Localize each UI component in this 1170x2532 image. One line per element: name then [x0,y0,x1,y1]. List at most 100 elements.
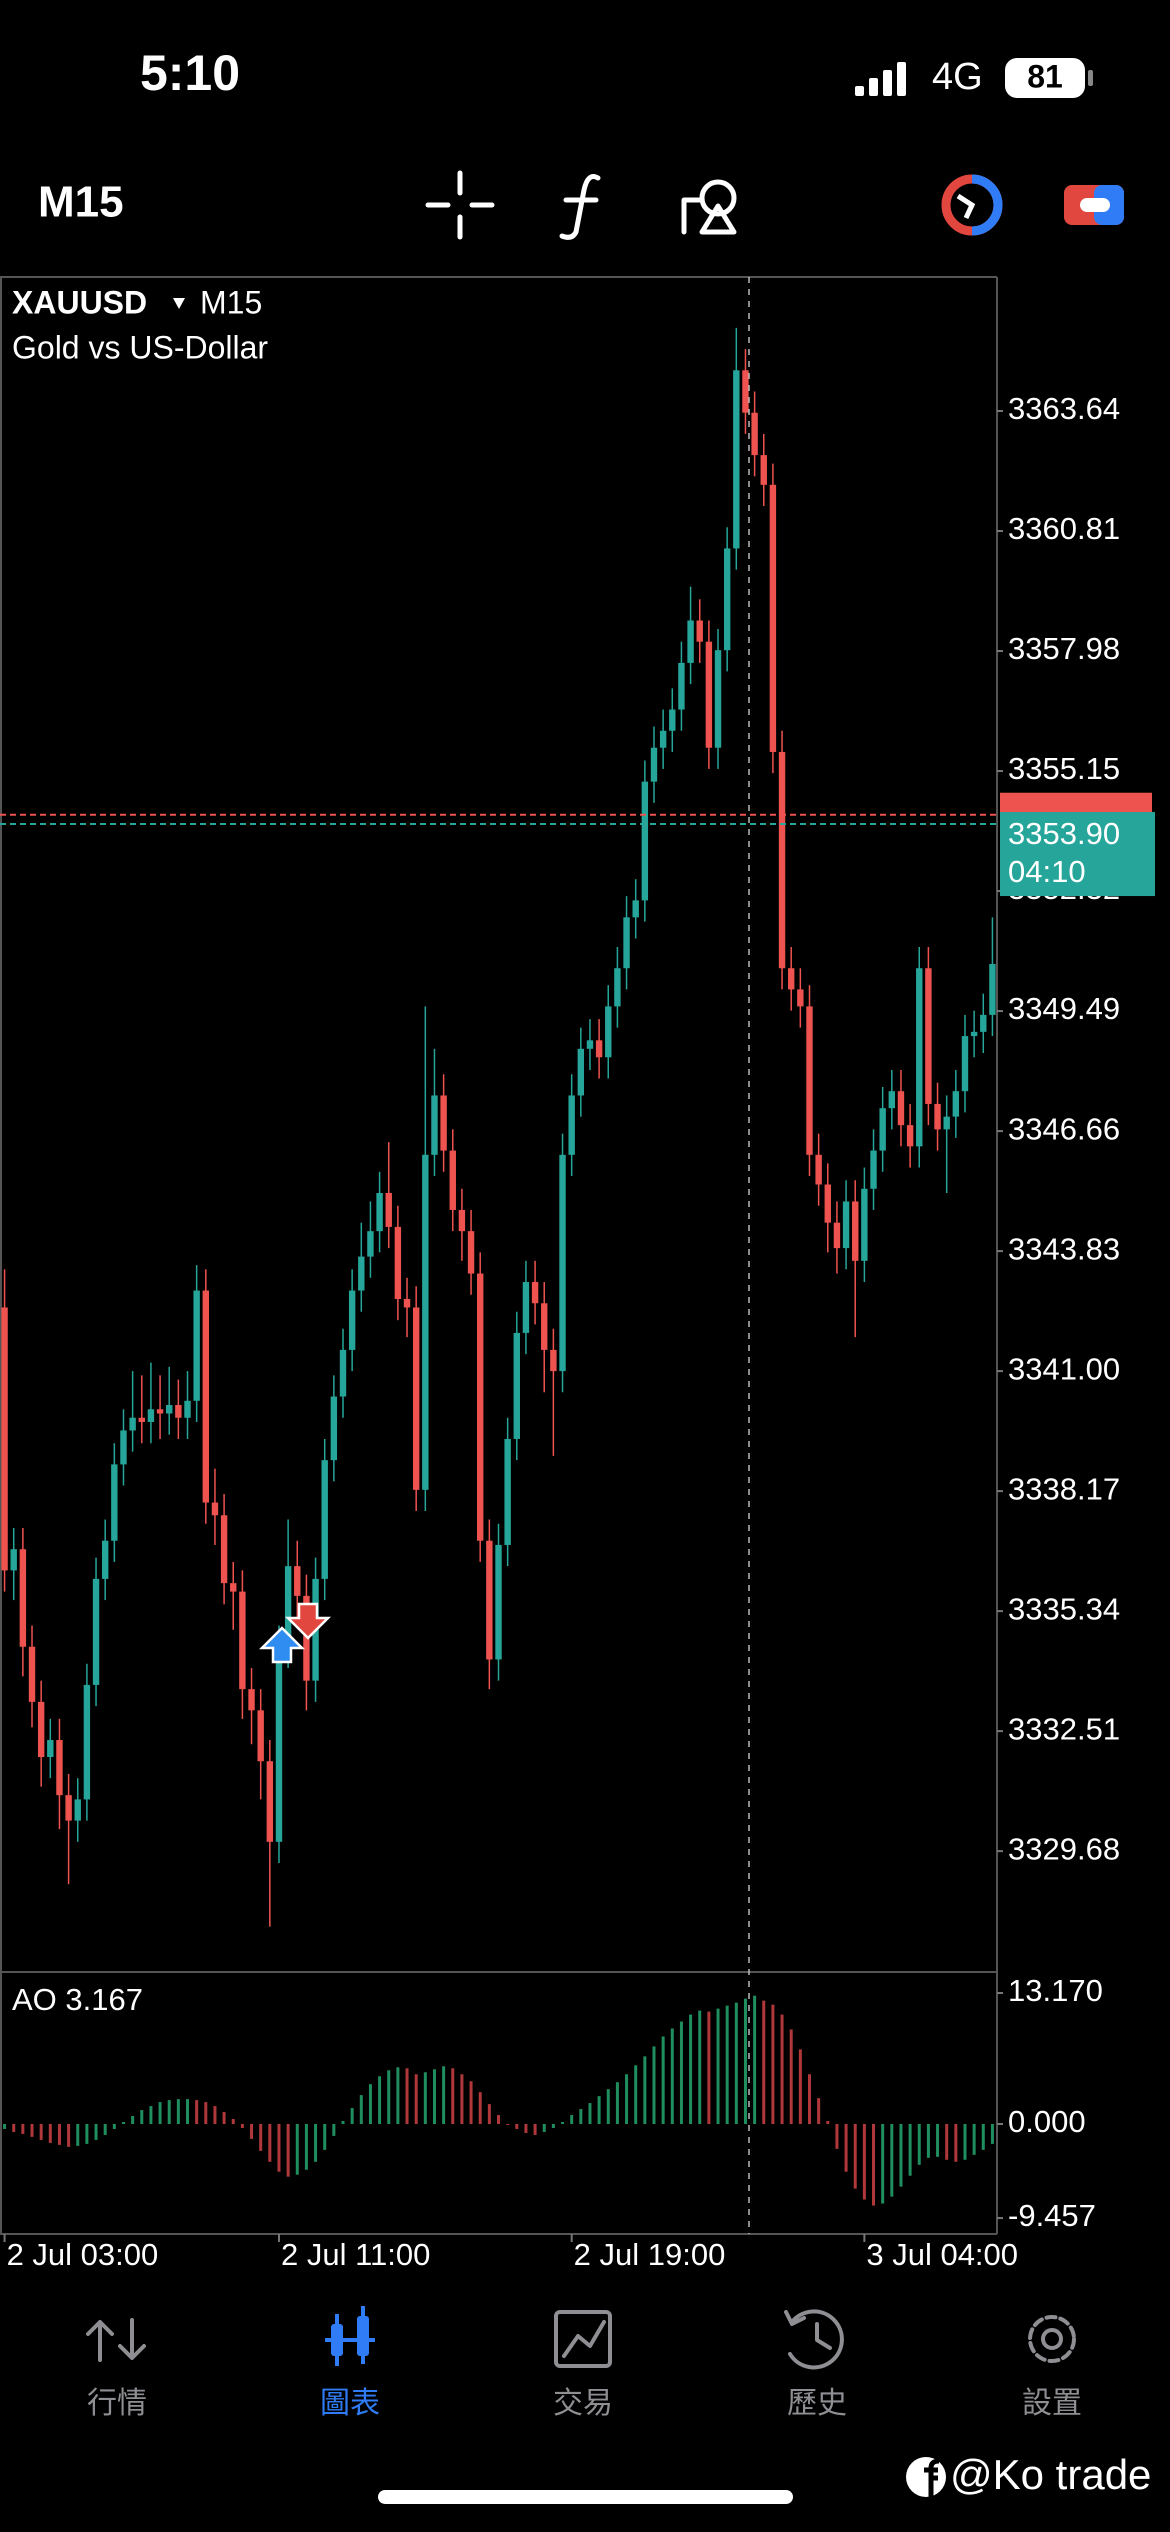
candle-body [486,1540,493,1660]
ao-bar [497,2115,500,2124]
candle-body [751,412,758,456]
candle-body [193,1290,200,1401]
ao-bar [716,2008,720,2124]
candle-body [934,1103,941,1130]
candle-body [266,1761,274,1842]
account-button[interactable] [941,174,1003,236]
ao-bar [323,2123,327,2150]
candle-body [824,1184,831,1223]
ao-bar [981,2123,985,2150]
objects-button[interactable] [681,179,737,235]
candle-body [92,1578,100,1685]
ao-bar [350,2108,354,2124]
ao-bar [268,2123,272,2162]
tab-label[interactable]: 行情 [87,2387,147,2420]
symbol-dropdown[interactable] [173,298,185,309]
tab-chart[interactable]: 圖表 [320,2306,380,2420]
ao-bar [524,2123,528,2133]
ao-bar [936,2123,940,2157]
candle-body [970,1031,978,1037]
candle-body [358,1256,365,1291]
ao-bar [661,2036,665,2124]
ao-bar [881,2123,885,2204]
ao-bar [341,2121,345,2124]
candle-body [477,1273,484,1541]
candle-body [211,1502,219,1516]
crosshair-button[interactable] [425,170,495,240]
tab-markets[interactable]: 行情 [86,2318,147,2420]
ao-bar [442,2066,446,2124]
y-tick-label: 3346.66 [1008,1111,1120,1146]
ao-bar [926,2123,930,2158]
timeframe-button[interactable]: M15 [38,178,124,227]
indicators-button[interactable] [559,174,601,240]
tab-label[interactable]: 設置 [1022,2387,1082,2420]
ao-bar [204,2102,208,2124]
ao-bar [972,2123,976,2155]
ao-bar [12,2123,16,2132]
ao-bar [314,2123,318,2162]
candle-body [568,1095,575,1155]
ao-bar [240,2123,244,2128]
y-tick-label: 3341.00 [1008,1351,1120,1386]
y-tick-label: 3335.34 [1008,1591,1120,1626]
y-tick-label: 13.170 [1008,1973,1103,2008]
candle-body [714,650,722,748]
candle-body [467,1231,475,1274]
candle-body [129,1417,136,1431]
trade-button[interactable] [1064,185,1124,225]
candle-body [733,370,740,549]
ao-bar [853,2123,857,2189]
candle-body [650,747,658,782]
ao-bar [378,2076,382,2124]
ao-bar [286,2123,290,2177]
ao-bar [615,2082,619,2124]
tab-label[interactable]: 圖表 [320,2387,380,2420]
candle-body [385,1192,392,1227]
ao-bar [689,2014,693,2124]
candle-body [284,1566,292,1647]
x-tick-label: 2 Jul 11:00 [281,2237,430,2272]
ao-bar [862,2123,866,2200]
candle-body [47,1740,54,1757]
candle-body [614,968,621,1007]
ao-bar [140,2110,144,2124]
ao-bar [186,2099,190,2124]
candle-body [723,548,731,651]
candle-body [412,1307,420,1490]
ao-bar [789,2029,793,2124]
tab-trade[interactable]: 交易 [553,2310,613,2420]
candle-body [769,484,777,752]
y-tick-label: 0.000 [1008,2104,1086,2139]
y-tick-label: 3363.64 [1008,391,1120,426]
ao-bar [698,2010,702,2124]
candle-body [669,709,676,731]
candle-body [230,1583,237,1592]
ao-bar [990,2123,994,2144]
tab-label[interactable]: 歷史 [787,2387,847,2420]
candle-body [10,1549,17,1571]
ao-bar [48,2123,52,2143]
plot [0,327,1003,2242]
candle-body [870,1150,877,1189]
y-tick-label: 3343.83 [1008,1231,1120,1266]
candle-body [815,1154,822,1185]
ao-bar [780,2014,784,2124]
ao-bar [213,2106,217,2124]
candle-body [83,1684,91,1800]
symbol[interactable]: XAUUSD [12,284,147,320]
tab-label[interactable]: 交易 [553,2387,613,2420]
tab-settings[interactable]: 設置 [1022,2315,1082,2420]
candle-body [294,1566,301,1596]
ao-bar [743,1998,747,2124]
candle-body [577,1048,585,1096]
ao-bar [195,2100,199,2124]
candle-body [632,900,639,918]
tab-history[interactable]: 歷史 [784,2309,847,2420]
candle-body [504,1438,511,1545]
ao-bar [487,2104,491,2124]
candle-body [641,781,649,901]
x-tick-label: 3 Jul 04:00 [866,2237,1018,2272]
candle-body [248,1689,255,1711]
ao-bar [460,2074,464,2124]
